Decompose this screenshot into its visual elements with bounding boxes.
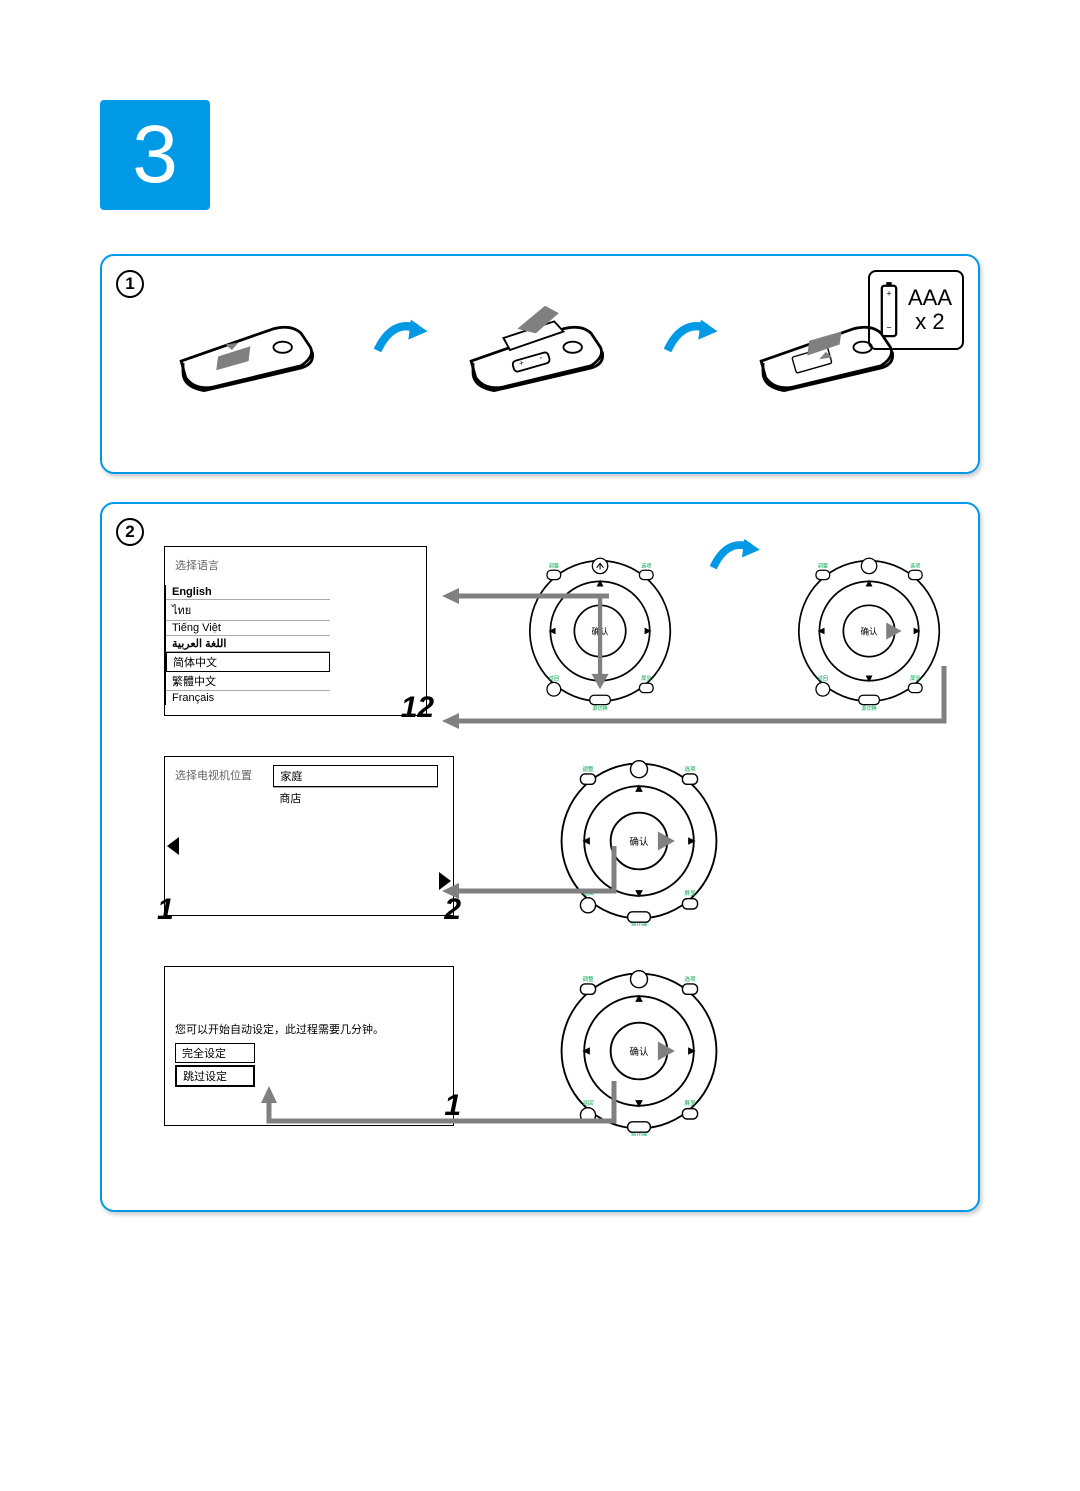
svg-text:调整: 调整 <box>582 765 594 773</box>
lang-item[interactable]: 繁體中文 <box>166 672 330 691</box>
callout-number: 1 <box>157 893 174 927</box>
panel-battery: 1 + - <box>100 254 980 474</box>
svg-text:调整: 调整 <box>582 975 594 983</box>
svg-text:返回: 返回 <box>582 1100 594 1107</box>
svg-text:返回: 返回 <box>582 890 594 897</box>
svg-text:选项: 选项 <box>684 765 696 773</box>
screen-location: 选择电视机位置 家庭 商店 1 2 <box>164 756 454 916</box>
nav-left-icon <box>167 837 179 855</box>
screen-language: 选择语言 English ไทย Tiếng Việt اللغة العربي… <box>164 546 427 716</box>
location-item-selected[interactable]: 家庭 <box>273 765 438 787</box>
dpad-navigate: 确认 调整 选项 返回 屏显 <box>523 546 677 716</box>
curve-arrow-icon <box>660 313 720 363</box>
svg-text:返回: 返回 <box>818 675 828 682</box>
panel1-num-text: 1 <box>125 274 134 294</box>
panel1-circle-number: 1 <box>116 270 144 298</box>
svg-text:−: − <box>886 323 891 333</box>
screen-auto-setup: 您可以开始自动设定，此过程需要几分钟。 完全设定 跳过设定 1 <box>164 966 454 1126</box>
setup-row-language: 选择语言 English ไทย Tiếng Việt اللغة العربي… <box>164 546 946 716</box>
svg-text:屏显: 屏显 <box>684 890 696 897</box>
svg-text:确认: 确认 <box>630 836 649 848</box>
setup-button[interactable]: 完全设定 <box>175 1043 255 1063</box>
setup-text: 您可以开始自动设定，此过程需要几分钟。 <box>165 1017 453 1041</box>
battery-icon: + − <box>880 280 898 340</box>
location-item[interactable]: 商店 <box>273 787 438 808</box>
setup-button-selected[interactable]: 跳过设定 <box>175 1065 255 1087</box>
svg-text:返回: 返回 <box>549 675 559 682</box>
svg-text:确认: 确认 <box>630 1046 649 1058</box>
battery-qty-label: x 2 <box>908 310 952 334</box>
location-list: 家庭 商店 <box>273 765 438 808</box>
panel2-num-text: 2 <box>125 522 134 542</box>
svg-text:选项: 选项 <box>642 562 652 570</box>
step-number-badge: 3 <box>100 100 210 210</box>
screen-language-title: 选择语言 <box>165 547 270 577</box>
page: 3 1 <box>0 0 1080 1300</box>
callout-number: 12 <box>401 691 434 725</box>
panel2-content: 选择语言 English ไทย Tiếng Việt اللغة العربي… <box>124 526 956 1156</box>
setup-row-auto: 您可以开始自动设定，此过程需要几分钟。 完全设定 跳过设定 1 确认 <box>164 966 946 1136</box>
svg-text:调整: 调整 <box>549 562 559 570</box>
remote-open-cover-icon <box>160 278 350 398</box>
lang-item[interactable]: English <box>166 585 330 600</box>
screen-location-title: 选择电视机位置 <box>165 757 270 787</box>
svg-text:+: + <box>886 289 891 299</box>
lang-item[interactable]: ไทย <box>166 600 330 621</box>
svg-text:源切换: 源切换 <box>593 704 608 712</box>
dpad-confirm: 确认 调整 选项 返回 屏显 <box>792 546 946 716</box>
lang-item[interactable]: Français <box>166 691 330 705</box>
svg-text:屏显: 屏显 <box>910 675 920 682</box>
lang-item[interactable]: اللغة العربية <box>166 636 330 652</box>
setup-row-location: 选择电视机位置 家庭 商店 1 2 确认 <box>164 756 946 926</box>
callout-number: 2 <box>444 893 461 927</box>
lang-item[interactable]: Tiếng Việt <box>166 621 330 636</box>
panel2-circle-number: 2 <box>116 518 144 546</box>
callout-number: 1 <box>444 1089 461 1123</box>
dpad-confirm: 确认 调整 选项 返回 屏显 <box>554 756 724 926</box>
panel-setup: 2 选择语言 English ไทย Tiếng Việt اللغة العر… <box>100 502 980 1212</box>
battery-requirement-box: + − AAA x 2 <box>868 270 964 350</box>
language-list: English ไทย Tiếng Việt اللغة العربية 简体中… <box>165 585 330 705</box>
panel1-illustration-row: + - <box>134 278 956 398</box>
svg-text:选项: 选项 <box>910 562 920 570</box>
curve-arrow-icon <box>370 313 430 363</box>
svg-text:确认: 确认 <box>860 625 878 636</box>
svg-text:调整: 调整 <box>818 562 828 570</box>
svg-text:源切换: 源切换 <box>861 704 876 712</box>
battery-text: AAA x 2 <box>908 286 952 334</box>
svg-text:屏显: 屏显 <box>684 1100 696 1107</box>
svg-text:选项: 选项 <box>684 975 696 983</box>
curve-arrow-icon <box>707 531 761 581</box>
battery-type-label: AAA <box>908 286 952 310</box>
dpad-confirm: 确认 调整 选项 返回 屏显 <box>554 966 724 1136</box>
svg-text:屏显: 屏显 <box>642 675 652 682</box>
lang-item-selected[interactable]: 简体中文 <box>166 652 330 672</box>
nav-right-icon <box>439 872 451 890</box>
step-number: 3 <box>132 108 178 202</box>
remote-insert-battery-icon: + - <box>450 278 640 398</box>
